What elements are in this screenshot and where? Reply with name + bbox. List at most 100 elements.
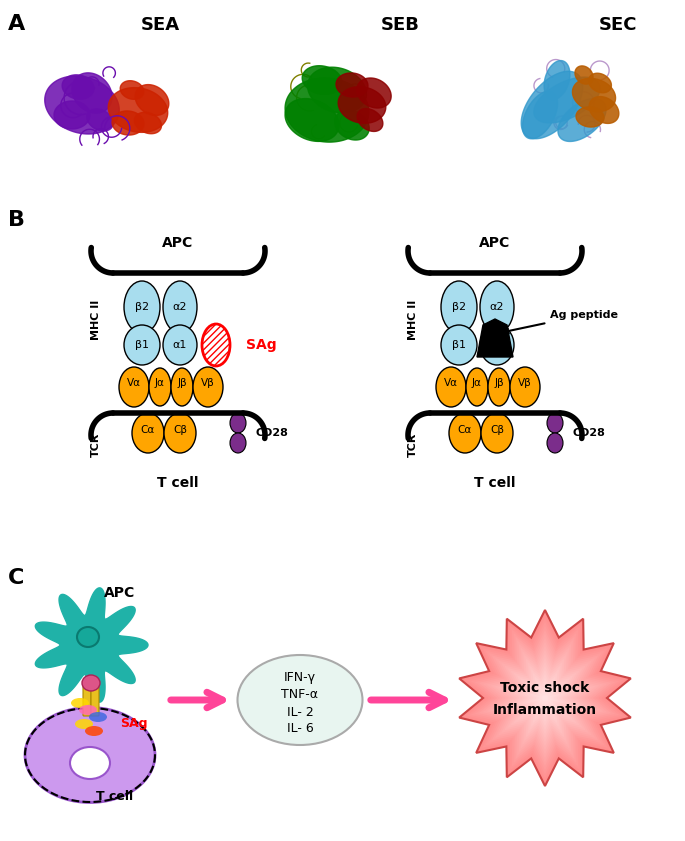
Ellipse shape bbox=[171, 368, 193, 406]
Polygon shape bbox=[483, 634, 608, 762]
Text: Jβ: Jβ bbox=[177, 378, 187, 388]
Ellipse shape bbox=[436, 367, 466, 407]
Polygon shape bbox=[338, 87, 386, 124]
Polygon shape bbox=[588, 73, 612, 93]
Text: MHC II: MHC II bbox=[91, 300, 101, 340]
Ellipse shape bbox=[230, 433, 246, 453]
Text: α1: α1 bbox=[490, 340, 504, 350]
Text: CD28: CD28 bbox=[256, 428, 289, 438]
Polygon shape bbox=[495, 646, 596, 750]
Polygon shape bbox=[475, 626, 615, 770]
Polygon shape bbox=[521, 674, 569, 722]
Polygon shape bbox=[518, 670, 572, 726]
Polygon shape bbox=[45, 76, 119, 134]
Polygon shape bbox=[541, 694, 549, 702]
Polygon shape bbox=[357, 78, 391, 108]
Ellipse shape bbox=[71, 698, 89, 708]
Text: β1: β1 bbox=[452, 340, 466, 350]
Text: Vβ: Vβ bbox=[518, 378, 532, 388]
Ellipse shape bbox=[124, 325, 160, 365]
Polygon shape bbox=[335, 110, 369, 140]
Ellipse shape bbox=[449, 413, 481, 453]
Text: α1: α1 bbox=[173, 340, 187, 350]
Text: C: C bbox=[8, 568, 25, 588]
Polygon shape bbox=[537, 690, 553, 706]
Ellipse shape bbox=[124, 281, 160, 333]
FancyBboxPatch shape bbox=[91, 684, 99, 716]
Polygon shape bbox=[459, 610, 631, 786]
Ellipse shape bbox=[163, 325, 197, 365]
Polygon shape bbox=[121, 81, 144, 99]
Polygon shape bbox=[87, 109, 113, 131]
Polygon shape bbox=[534, 77, 600, 123]
Ellipse shape bbox=[547, 413, 563, 433]
Ellipse shape bbox=[132, 413, 164, 453]
Text: TCR: TCR bbox=[408, 433, 418, 458]
Polygon shape bbox=[302, 66, 342, 94]
Polygon shape bbox=[558, 98, 606, 141]
Polygon shape bbox=[336, 73, 368, 97]
Ellipse shape bbox=[510, 367, 540, 407]
Ellipse shape bbox=[89, 712, 107, 722]
Ellipse shape bbox=[480, 281, 514, 333]
Ellipse shape bbox=[163, 281, 197, 333]
Polygon shape bbox=[479, 630, 611, 766]
Text: Cβ: Cβ bbox=[173, 425, 187, 435]
Polygon shape bbox=[486, 638, 603, 758]
Polygon shape bbox=[530, 682, 560, 714]
Polygon shape bbox=[544, 61, 570, 99]
Polygon shape bbox=[502, 654, 588, 742]
Polygon shape bbox=[135, 85, 169, 115]
Text: Vα: Vα bbox=[444, 378, 458, 388]
Ellipse shape bbox=[466, 368, 488, 406]
Text: APC: APC bbox=[104, 586, 136, 600]
Ellipse shape bbox=[441, 325, 477, 365]
Text: Cα: Cα bbox=[141, 425, 155, 435]
Text: Cβ: Cβ bbox=[490, 425, 504, 435]
Ellipse shape bbox=[82, 675, 100, 691]
Polygon shape bbox=[589, 97, 619, 124]
Text: α2: α2 bbox=[490, 302, 504, 312]
Text: Vα: Vα bbox=[127, 378, 141, 388]
Text: TCR: TCR bbox=[91, 433, 101, 458]
Ellipse shape bbox=[547, 433, 563, 453]
Text: Jα: Jα bbox=[155, 378, 165, 388]
Text: MHC II: MHC II bbox=[408, 300, 418, 340]
Text: Toxic shock: Toxic shock bbox=[500, 681, 590, 695]
Text: IFN-γ: IFN-γ bbox=[284, 671, 316, 685]
Ellipse shape bbox=[75, 719, 93, 729]
Text: SAg: SAg bbox=[120, 717, 147, 729]
Polygon shape bbox=[534, 686, 557, 710]
Ellipse shape bbox=[202, 324, 230, 366]
Ellipse shape bbox=[481, 413, 513, 453]
Ellipse shape bbox=[85, 726, 103, 736]
Polygon shape bbox=[285, 98, 339, 141]
Ellipse shape bbox=[119, 367, 149, 407]
Polygon shape bbox=[521, 71, 583, 139]
Ellipse shape bbox=[77, 627, 99, 647]
Text: T cell: T cell bbox=[474, 476, 516, 490]
Ellipse shape bbox=[70, 747, 110, 779]
Polygon shape bbox=[573, 78, 616, 112]
Text: A: A bbox=[8, 14, 25, 34]
Ellipse shape bbox=[193, 367, 223, 407]
Polygon shape bbox=[471, 622, 619, 774]
Polygon shape bbox=[506, 658, 584, 738]
Ellipse shape bbox=[25, 707, 155, 802]
Text: β2: β2 bbox=[452, 302, 466, 312]
Polygon shape bbox=[477, 319, 513, 357]
Text: β1: β1 bbox=[135, 340, 149, 350]
Polygon shape bbox=[575, 66, 593, 84]
Ellipse shape bbox=[149, 368, 171, 406]
Polygon shape bbox=[510, 662, 580, 734]
Polygon shape bbox=[285, 78, 369, 142]
Polygon shape bbox=[523, 91, 558, 139]
Text: Inflammation: Inflammation bbox=[493, 703, 597, 717]
Polygon shape bbox=[576, 107, 604, 127]
Text: IL- 2: IL- 2 bbox=[286, 706, 313, 718]
Ellipse shape bbox=[79, 705, 97, 715]
Text: α2: α2 bbox=[173, 302, 187, 312]
Text: APC: APC bbox=[162, 236, 194, 250]
Text: T cell: T cell bbox=[97, 791, 134, 803]
Polygon shape bbox=[54, 101, 90, 129]
